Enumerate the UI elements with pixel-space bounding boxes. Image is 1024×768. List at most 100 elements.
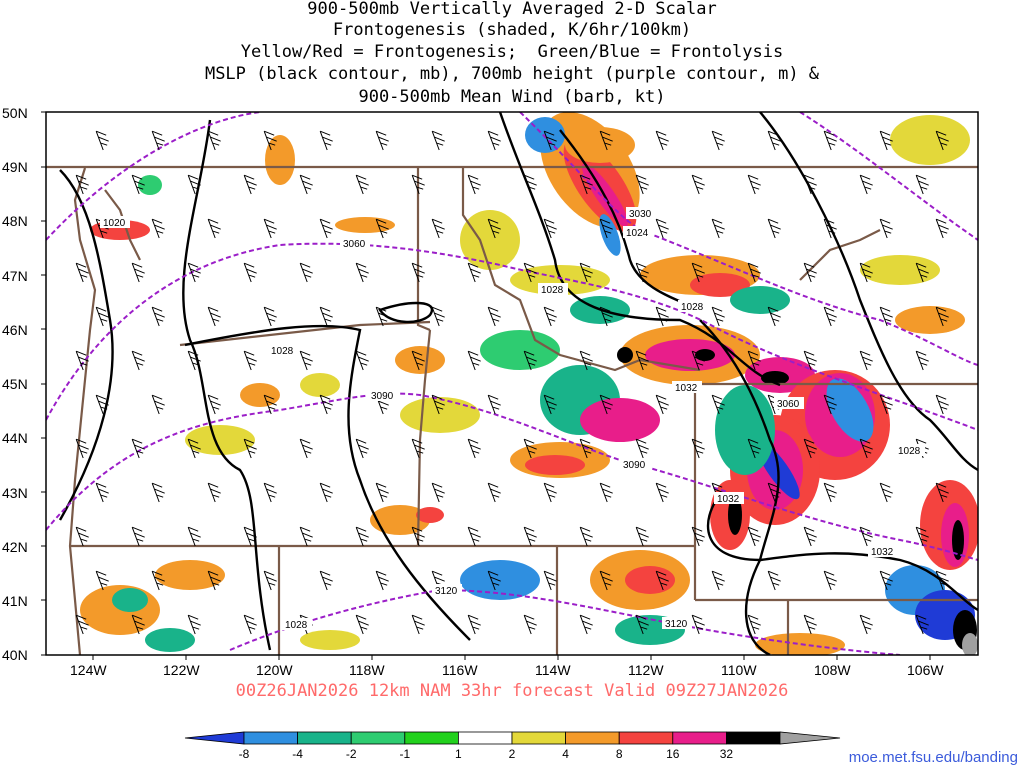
- mslp-label-10: 1028: [285, 620, 308, 631]
- wind-barb: [187, 174, 201, 195]
- lat-label: 45N: [2, 376, 28, 392]
- wind-barb: [691, 526, 705, 547]
- lon-label: 116W: [442, 662, 478, 678]
- wind-barb: [243, 526, 257, 547]
- lat-label: 46N: [2, 322, 28, 338]
- mslp-label-1: 1020: [103, 218, 126, 229]
- title-line-4: MSLP (black contour, mb), 700mb height (…: [204, 64, 820, 84]
- lon-label: 106W: [907, 662, 944, 678]
- wind-barb: [879, 482, 893, 503]
- lat-label: 43N: [2, 485, 28, 501]
- colorbar-segment: [672, 731, 727, 745]
- wind-barb: [131, 174, 145, 195]
- wind-barb: [151, 306, 165, 327]
- credit-url[interactable]: moe.met.fsu.edu/banding: [848, 749, 1018, 766]
- wind-barb: [151, 482, 165, 503]
- wind-barb: [375, 570, 389, 591]
- wind-barb: [95, 570, 109, 591]
- wind-barb: [599, 394, 613, 415]
- height-label-5: 3090: [623, 460, 646, 471]
- wind-barb: [543, 306, 557, 327]
- wind-barb: [859, 174, 873, 195]
- wind-barb: [263, 570, 277, 591]
- wind-barb: [579, 262, 593, 283]
- colorbar-segment: [565, 731, 620, 745]
- lon-label: 124W: [70, 662, 107, 678]
- height-3030-east: [519, 112, 978, 366]
- wind-barb: [859, 350, 873, 371]
- lat-label: 48N: [2, 213, 28, 229]
- wind-barb: [319, 218, 333, 239]
- wind-barb: [319, 130, 333, 151]
- wind-barb: [487, 394, 501, 415]
- height-label-3: 3090: [371, 391, 394, 402]
- wind-barb: [915, 262, 929, 283]
- map-plot-area: 1020 1024 1028 1028 1028 1032 1028 1032 …: [46, 112, 978, 655]
- wind-barb: [635, 174, 649, 195]
- colorbar-segment: [726, 731, 781, 745]
- wind-barb: [207, 218, 221, 239]
- wind-barb: [487, 130, 501, 151]
- wind-barb: [803, 262, 817, 283]
- wind-barb: [935, 570, 949, 591]
- longitude-axis: 124W 122W 120W 118W 116W 114W 112W 110W …: [70, 662, 944, 678]
- wind-barb: [523, 174, 537, 195]
- wind-barb: [767, 570, 781, 591]
- wind-barb: [487, 570, 501, 591]
- title-line-3: Yellow/Red = Frontogenesis; Green/Blue =…: [240, 42, 784, 62]
- wind-barb: [75, 526, 89, 547]
- wind-barb: [823, 130, 837, 151]
- wind-barb: [187, 526, 201, 547]
- wind-barb: [711, 218, 725, 239]
- wind-barb: [767, 482, 781, 503]
- wind-barb: [711, 570, 725, 591]
- wind-barb: [599, 218, 613, 239]
- wind-barb: [95, 130, 109, 151]
- wind-barb: [319, 394, 333, 415]
- wind-barb: [543, 570, 557, 591]
- wind-barb: [859, 526, 873, 547]
- wind-barb: [747, 526, 761, 547]
- wind-barb: [879, 570, 893, 591]
- wind-barb: [691, 262, 705, 283]
- lon-label: 108W: [814, 662, 851, 678]
- wind-barb: [319, 306, 333, 327]
- mt-river: [799, 229, 881, 281]
- wind-barb: [131, 526, 145, 547]
- wind-barb: [431, 482, 445, 503]
- or-id-border: [416, 329, 432, 546]
- wind-barb: [579, 174, 593, 195]
- lon-label: 120W: [256, 662, 293, 678]
- colorbar-label: 1: [455, 747, 462, 761]
- wind-barb: [131, 262, 145, 283]
- colorbar-label: -4: [292, 747, 303, 761]
- mslp-contours: [58, 112, 978, 655]
- wind-barb: [263, 394, 277, 415]
- wind-barb: [131, 350, 145, 371]
- wind-barb: [187, 350, 201, 371]
- colorbar-label: -1: [399, 747, 410, 761]
- height-3000: [799, 112, 978, 241]
- wind-barb: [543, 482, 557, 503]
- wind-barb: [859, 438, 873, 459]
- mslp-label-4: 1028: [681, 302, 704, 313]
- wind-barb: [655, 482, 669, 503]
- wind-barb: [691, 614, 705, 635]
- wind-barb: [935, 218, 949, 239]
- wind-barb: [711, 394, 725, 415]
- wind-barb: [599, 130, 613, 151]
- height-label-6: 3120: [435, 586, 458, 597]
- colorbar-arrow-low: [184, 731, 245, 745]
- wind-barb: [599, 482, 613, 503]
- isobar-1028-closed: [378, 301, 434, 324]
- wind-barb: [467, 174, 481, 195]
- height-contours: [46, 112, 978, 655]
- wind-barb: [151, 570, 165, 591]
- height-label-2: 3060: [343, 239, 366, 250]
- wind-barb: [655, 130, 669, 151]
- wind-barb: [487, 482, 501, 503]
- wind-barb: [75, 262, 89, 283]
- colorbar-segment: [404, 731, 459, 745]
- wind-barb: [747, 614, 761, 635]
- wind-barb: [95, 482, 109, 503]
